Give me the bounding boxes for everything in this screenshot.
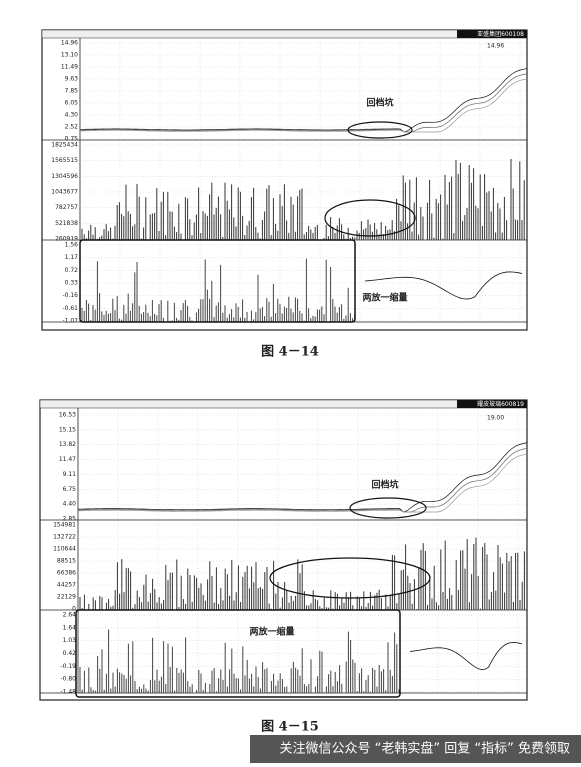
tick-label: 0 bbox=[72, 606, 76, 613]
chart-frame bbox=[39, 399, 528, 701]
tick-label: 11.47 bbox=[59, 456, 76, 463]
tick-label: 88515 bbox=[57, 558, 76, 565]
tick-label: 1.56 bbox=[65, 242, 79, 249]
volume-oval bbox=[324, 199, 416, 237]
tick-label: 14.96 bbox=[61, 40, 78, 47]
tick-label: 6.75 bbox=[63, 486, 77, 493]
tick-label: -1.48 bbox=[60, 689, 76, 696]
stock-bar bbox=[457, 30, 527, 38]
price-line bbox=[77, 453, 528, 513]
tick-label: -0.61 bbox=[62, 305, 78, 312]
figure-caption: 图 4－15 bbox=[261, 720, 319, 735]
tick-label: 2.85 bbox=[63, 516, 77, 523]
figure-caption: 图 4－14 bbox=[261, 345, 319, 360]
tick-label: 13.82 bbox=[59, 441, 76, 448]
highlight-box bbox=[79, 239, 356, 323]
tick-label: 110644 bbox=[53, 546, 76, 553]
peak-label: 19.00 bbox=[487, 415, 504, 422]
indicator-line bbox=[409, 641, 523, 670]
tick-label: 1304596 bbox=[51, 173, 78, 180]
price-line bbox=[79, 78, 528, 133]
tick-label: -0.19 bbox=[60, 663, 76, 670]
tick-label: 1043677 bbox=[51, 189, 78, 196]
tick-label: 521838 bbox=[55, 220, 78, 227]
tick-label: 1.64 bbox=[63, 624, 77, 631]
stock-name: 耀皮玻璃600819 bbox=[477, 400, 524, 408]
tick-label: 1.03 bbox=[63, 637, 77, 644]
tick-label: 1.17 bbox=[65, 254, 79, 261]
tick-label: 1825434 bbox=[51, 142, 78, 149]
stock-name: 亚盛集团600108 bbox=[477, 30, 524, 38]
tick-label: 782757 bbox=[55, 204, 78, 211]
indicator-line bbox=[364, 271, 523, 300]
price-line bbox=[77, 442, 528, 513]
volume-label: 两放一缩量 bbox=[249, 626, 294, 638]
tick-label: 6.05 bbox=[65, 100, 79, 107]
tick-label: 2.64 bbox=[63, 612, 77, 619]
footer-band bbox=[250, 735, 581, 763]
pit-label: 回档坑 bbox=[371, 479, 398, 491]
tick-label: 260919 bbox=[55, 236, 78, 243]
tick-label: 22129 bbox=[57, 594, 76, 601]
pit-oval bbox=[349, 497, 427, 519]
price-line bbox=[79, 68, 528, 133]
tick-label: 11.49 bbox=[61, 64, 78, 71]
tick-label: 9.63 bbox=[65, 76, 79, 83]
title-bar bbox=[39, 399, 528, 409]
tick-label: 7.85 bbox=[65, 88, 79, 95]
peak-label: 14.96 bbox=[487, 43, 504, 50]
tick-label: 15.15 bbox=[59, 426, 76, 433]
price-line bbox=[77, 447, 528, 513]
tick-label: 1565515 bbox=[51, 157, 78, 164]
tick-label: 2.52 bbox=[65, 124, 79, 131]
title-bar bbox=[41, 29, 528, 39]
tick-label: 16.53 bbox=[59, 412, 76, 419]
tick-label: 0.42 bbox=[63, 650, 77, 657]
tick-label: 66386 bbox=[57, 570, 76, 577]
volume-label: 两放一缩量 bbox=[362, 292, 407, 304]
price-line bbox=[79, 73, 528, 133]
pit-label: 回档坑 bbox=[366, 97, 393, 109]
tick-label: 0.33 bbox=[65, 280, 79, 287]
tick-label: -1.07 bbox=[62, 318, 78, 325]
pit-oval bbox=[347, 121, 413, 139]
tick-label: 154981 bbox=[53, 522, 76, 529]
tick-label: 0.75 bbox=[65, 136, 79, 143]
chart-frame bbox=[41, 29, 528, 331]
tick-label: 13.10 bbox=[61, 52, 78, 59]
tick-label: -0.80 bbox=[60, 676, 76, 683]
tick-label: 44257 bbox=[57, 582, 76, 589]
tick-label: 0.72 bbox=[65, 267, 79, 274]
volume-oval bbox=[269, 557, 431, 599]
tick-label: 4.40 bbox=[63, 501, 77, 508]
tick-label: 9.11 bbox=[63, 471, 77, 478]
footer-text: 关注微信公众号 “老韩实盘” 回复 “指标” 免费领取 bbox=[280, 741, 570, 757]
highlight-box bbox=[75, 609, 401, 698]
stock-bar bbox=[457, 400, 527, 408]
tick-label: -0.16 bbox=[62, 292, 78, 299]
tick-label: 4.30 bbox=[65, 112, 79, 119]
tick-label: 132722 bbox=[53, 534, 76, 541]
